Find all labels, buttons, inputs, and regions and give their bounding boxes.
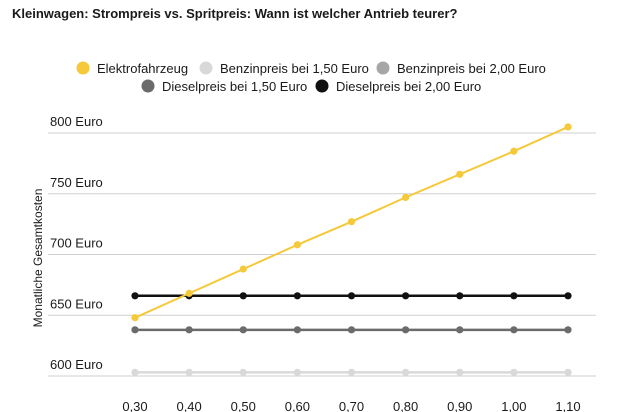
legend-label: Benzinpreis bei 1,50 Euro — [220, 61, 369, 76]
data-point-dieselpreis-bei-2-00-euro — [564, 292, 572, 300]
data-point-benzinpreis-bei-1-50-euro — [239, 368, 247, 376]
data-point-benzinpreis-bei-1-50-euro — [456, 368, 464, 376]
data-point-elektrofahrzeug — [564, 123, 572, 131]
data-point-benzinpreis-bei-1-50-euro — [131, 368, 139, 376]
x-tick-label: 0,40 — [176, 399, 201, 412]
x-tick-label: 0,30 — [122, 399, 147, 412]
data-point-elektrofahrzeug — [185, 289, 193, 297]
data-point-benzinpreis-bei-1-50-euro — [564, 368, 572, 376]
data-point-dieselpreis-bei-1-50-euro — [185, 326, 193, 334]
data-point-dieselpreis-bei-2-00-euro — [293, 292, 301, 300]
legend: Elektrofahrzeug Benzinpreis bei 1,50 Euro… — [76, 61, 546, 94]
data-point-elektrofahrzeug — [293, 241, 301, 249]
data-point-benzinpreis-bei-1-50-euro — [185, 368, 193, 376]
y-axis-label: Monatliche Gesamtkosten — [31, 189, 45, 328]
legend-swatch — [315, 79, 329, 93]
data-point-dieselpreis-bei-2-00-euro — [347, 292, 356, 300]
data-point-elektrofahrzeug — [402, 193, 410, 201]
y-axis-ticks: 600 Euro 650 Euro 700 Euro 750 Euro 800 Euro — [50, 114, 103, 372]
data-point-dieselpreis-bei-1-50-euro — [347, 326, 356, 334]
x-tick-label: 0,80 — [393, 399, 418, 412]
data-point-dieselpreis-bei-2-00-euro — [456, 292, 464, 300]
data-point-elektrofahrzeug — [239, 265, 247, 273]
x-tick-label: 0,90 — [447, 399, 472, 412]
series-lines — [131, 123, 572, 376]
x-tick-label: 0,50 — [231, 399, 256, 412]
data-point-dieselpreis-bei-1-50-euro — [293, 326, 301, 334]
data-point-dieselpreis-bei-2-00-euro — [131, 292, 139, 300]
y-tick-label: 650 Euro — [50, 296, 103, 311]
data-point-elektrofahrzeug — [131, 314, 139, 322]
data-point-benzinpreis-bei-1-50-euro — [293, 368, 301, 376]
data-point-dieselpreis-bei-1-50-euro — [564, 326, 572, 334]
x-tick-label: 1,10 — [555, 399, 580, 412]
y-tick-label: 700 Euro — [50, 236, 103, 251]
x-axis-ticks: 0,30 0,40 0,50 0,60 0,70 0,80 0,90 1,00 1,10 — [122, 399, 580, 412]
data-point-dieselpreis-bei-2-00-euro — [402, 292, 410, 300]
x-tick-label: 0,70 — [339, 399, 364, 412]
x-tick-label: 1,00 — [501, 399, 526, 412]
y-tick-label: 750 Euro — [50, 175, 103, 190]
data-point-elektrofahrzeug — [510, 147, 518, 155]
data-point-dieselpreis-bei-2-00-euro — [510, 292, 518, 300]
legend-swatch — [76, 61, 90, 75]
legend-swatch — [141, 79, 155, 93]
legend-label: Dieselpreis bei 2,00 Euro — [336, 79, 481, 94]
data-point-dieselpreis-bei-1-50-euro — [239, 326, 247, 334]
legend-label: Dieselpreis bei 1,50 Euro — [162, 79, 307, 94]
legend-label: Elektrofahrzeug — [97, 61, 188, 76]
legend-label: Benzinpreis bei 2,00 Euro — [397, 61, 546, 76]
y-tick-label: 800 Euro — [50, 114, 103, 129]
legend-swatch — [376, 61, 390, 75]
data-point-dieselpreis-bei-1-50-euro — [510, 326, 518, 334]
data-point-dieselpreis-bei-2-00-euro — [239, 292, 247, 300]
data-point-elektrofahrzeug — [347, 218, 356, 226]
legend-swatch — [199, 61, 213, 75]
gridlines — [48, 132, 596, 377]
data-point-dieselpreis-bei-1-50-euro — [131, 326, 139, 334]
data-point-dieselpreis-bei-1-50-euro — [456, 326, 464, 334]
data-point-elektrofahrzeug — [456, 170, 464, 178]
data-point-benzinpreis-bei-1-50-euro — [347, 368, 356, 376]
data-point-benzinpreis-bei-1-50-euro — [402, 368, 410, 376]
y-tick-label: 600 Euro — [50, 357, 103, 372]
data-point-benzinpreis-bei-1-50-euro — [510, 368, 518, 376]
data-point-dieselpreis-bei-1-50-euro — [402, 326, 410, 334]
x-tick-label: 0,60 — [285, 399, 310, 412]
chart-title: Kleinwagen: Strompreis vs. Spritpreis: W… — [12, 6, 458, 21]
